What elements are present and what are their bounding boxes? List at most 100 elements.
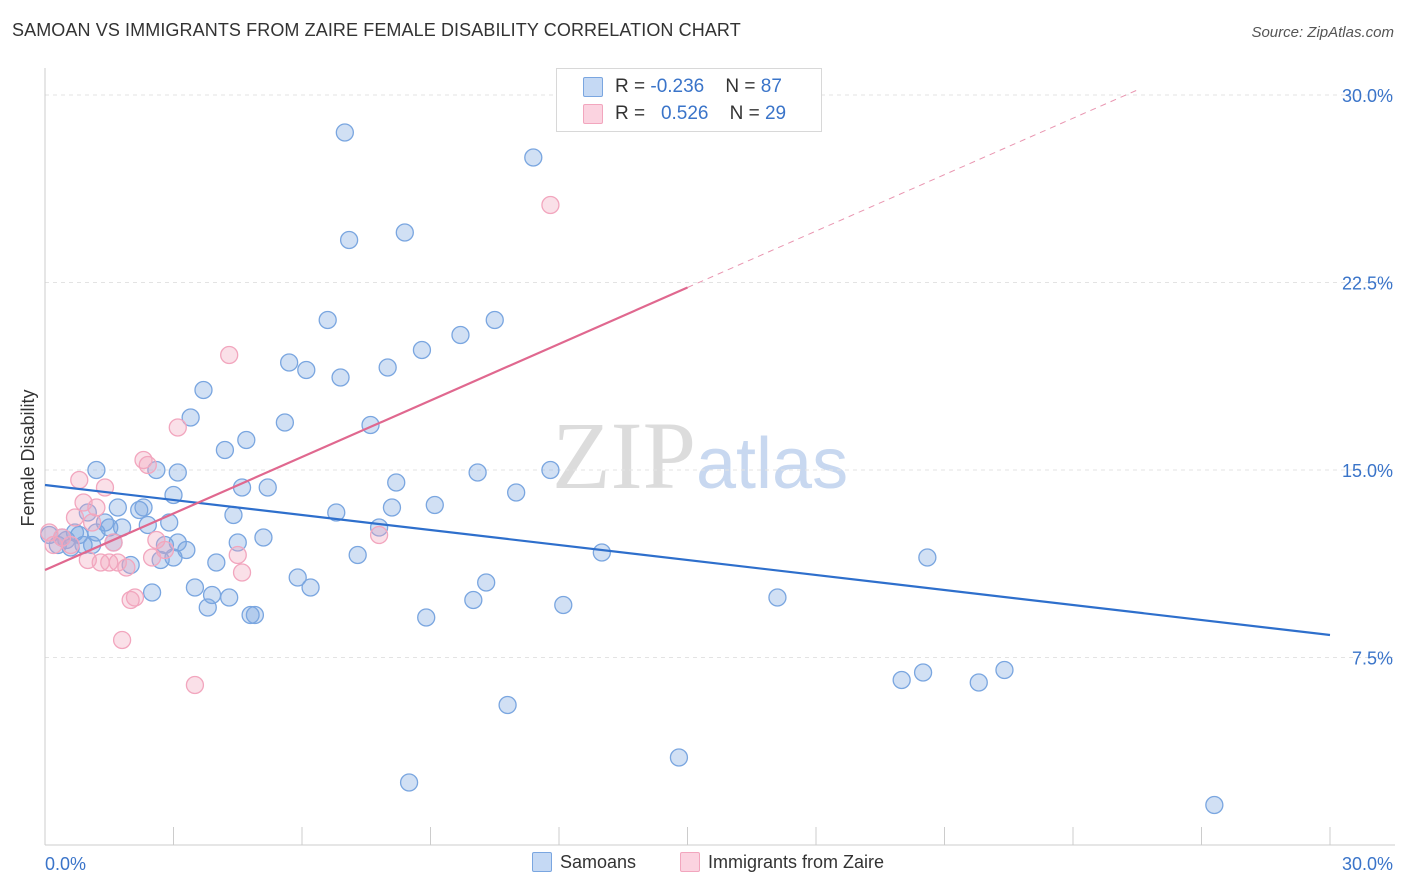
- legend-n-value: 29: [764, 103, 787, 124]
- zaire-point: [138, 455, 157, 475]
- zaire-point: [65, 508, 85, 527]
- samoans-point: [425, 495, 444, 515]
- y-tick-label: 30.0%: [1342, 86, 1393, 106]
- samoans-point: [275, 413, 295, 432]
- bottom-legend-swatch-samoans: [532, 852, 552, 872]
- axes: [44, 68, 1395, 846]
- samoans-point: [327, 503, 346, 522]
- zaire-point: [232, 563, 252, 582]
- samoans-point: [224, 505, 243, 525]
- samoans-point: [382, 498, 402, 517]
- samoans-point: [498, 695, 517, 715]
- zaire-point: [369, 525, 389, 545]
- legend-swatch-samoans: [583, 77, 603, 97]
- samoans-point: [100, 518, 119, 537]
- samoans-point: [215, 440, 235, 460]
- samoans-point: [181, 408, 200, 427]
- samoans-point: [399, 773, 419, 792]
- legend-n-label: N =: [729, 103, 765, 124]
- samoans-point: [378, 358, 397, 377]
- samoans-point: [892, 670, 911, 690]
- zaire-point: [220, 345, 239, 365]
- legend-r-value: 0.526: [660, 103, 709, 124]
- samoans-point: [468, 463, 487, 482]
- zaire-point: [185, 675, 205, 695]
- zaire-trend-line: [44, 286, 688, 572]
- zaire-point: [87, 498, 106, 517]
- samoans-point: [245, 605, 265, 625]
- y-axis-label: Female Disability: [18, 389, 38, 526]
- zaire-point: [168, 418, 187, 437]
- chart-title: SAMOAN VS IMMIGRANTS FROM ZAIRE FEMALE D…: [12, 20, 741, 40]
- bottom-legend-label-zaire: Immigrants from Zaire: [708, 852, 885, 872]
- samoans-point: [554, 595, 573, 615]
- zaire-point: [108, 553, 127, 572]
- samoans-point: [241, 605, 260, 625]
- y-tick-label: 22.5%: [1342, 274, 1393, 294]
- legend-n-value: 87: [760, 76, 782, 97]
- samoans-point: [417, 608, 436, 627]
- trend-lines: [44, 89, 1331, 637]
- samoans-point: [318, 310, 337, 330]
- bottom-legend-label-samoans: Samoans: [560, 852, 637, 872]
- samoans-point: [335, 123, 354, 142]
- samoans-point: [1205, 795, 1224, 815]
- zaire-point: [541, 195, 560, 215]
- samoans-point: [768, 588, 787, 607]
- zaire-point: [228, 545, 247, 565]
- samoans-point: [237, 430, 256, 450]
- samoans-point: [207, 553, 226, 572]
- samoans-point: [995, 660, 1014, 680]
- samoans-point: [202, 585, 222, 605]
- samoans-point: [258, 478, 277, 497]
- samoans-point: [297, 360, 316, 380]
- zaire-point: [112, 630, 132, 650]
- samoans-point: [464, 590, 483, 610]
- samoans-point: [387, 473, 406, 492]
- zaire-point: [117, 558, 136, 577]
- samoans-point: [913, 663, 933, 682]
- zaire-point: [155, 540, 175, 560]
- legend-r-value: -0.236: [650, 76, 705, 97]
- zaire-point: [61, 535, 80, 555]
- samoans-point: [142, 583, 162, 602]
- samoans-point: [451, 325, 470, 345]
- legend-swatch-zaire: [583, 104, 603, 124]
- samoans-point: [348, 545, 367, 565]
- samoans-point: [412, 340, 432, 360]
- samoans-point: [395, 223, 414, 242]
- legend-r-label: R =: [615, 76, 651, 97]
- watermark-atlas: atlas: [696, 424, 849, 504]
- watermark: ZIPatlas: [552, 400, 848, 511]
- y-tick-label: 15.0%: [1342, 461, 1393, 481]
- x-tick-label: 0.0%: [45, 854, 86, 874]
- axis-labels: 7.5% 15.0% 22.5% 30.0% 0.0% 30.0% Female Disab…: [18, 86, 1393, 874]
- samoans-point: [168, 463, 187, 482]
- y-tick-label: 7.5%: [1352, 649, 1393, 669]
- zaire-points: [40, 195, 560, 695]
- zaire-point: [82, 513, 102, 532]
- samoans-point: [918, 548, 937, 567]
- zaire-point: [70, 470, 89, 490]
- samoans-point: [185, 578, 205, 597]
- samoans-point: [485, 310, 504, 330]
- samoans-point: [331, 368, 350, 387]
- samoans-point: [288, 568, 307, 587]
- samoans-point: [177, 540, 196, 560]
- samoans-point: [301, 578, 320, 597]
- zaire-trend-line: [687, 89, 1138, 288]
- bottom-legend-zaire: Immigrants from Zaire: [680, 852, 884, 873]
- samoans-point: [524, 148, 543, 167]
- samoans-trend-line: [44, 483, 1331, 637]
- samoans-point: [147, 460, 166, 480]
- watermark-zip: ZIP: [552, 402, 696, 509]
- samoans-point: [194, 380, 213, 400]
- source-label: Source: ZipAtlas.com: [1251, 24, 1394, 41]
- legend-r-label: R =: [615, 103, 651, 124]
- samoans-points: [40, 123, 1224, 815]
- legend-n-label: N =: [725, 76, 761, 97]
- samoans-point: [592, 543, 611, 562]
- samoans-point: [254, 528, 273, 547]
- samoans-point: [87, 460, 106, 480]
- samoans-point: [507, 483, 526, 502]
